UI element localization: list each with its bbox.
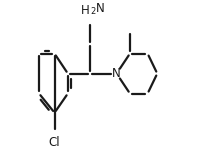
Text: N: N [112, 67, 121, 80]
Text: H: H [81, 4, 90, 17]
Text: Cl: Cl [49, 136, 60, 149]
Text: $_2$N: $_2$N [90, 2, 105, 17]
